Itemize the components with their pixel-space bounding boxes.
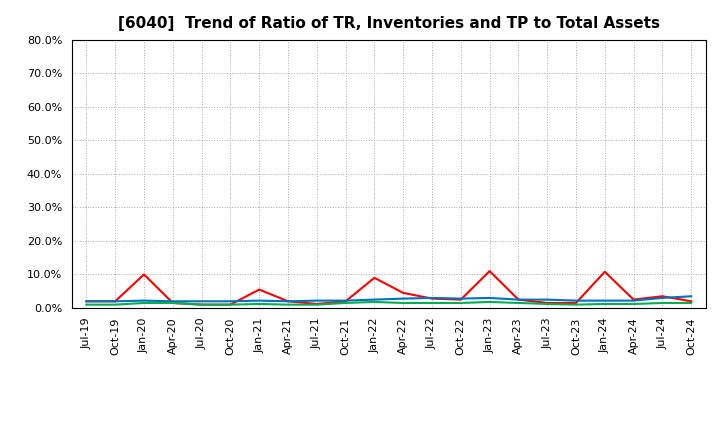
Inventories [82,299,91,304]
Trade Receivables [658,293,667,299]
Trade Receivables [140,272,148,277]
Line: Inventories: Inventories [86,296,691,301]
Trade Payables [543,301,552,307]
Trade Receivables [629,297,638,302]
Trade Payables [572,302,580,307]
Trade Payables [312,302,321,307]
Inventories [111,299,120,304]
Title: [6040]  Trend of Ratio of TR, Inventories and TP to Total Assets: [6040] Trend of Ratio of TR, Inventories… [118,16,660,32]
Inventories [485,295,494,301]
Trade Payables [197,302,206,307]
Trade Receivables [428,296,436,301]
Trade Receivables [197,302,206,307]
Inventories [312,298,321,303]
Trade Payables [629,301,638,307]
Trade Payables [111,302,120,307]
Inventories [687,293,696,299]
Line: Trade Payables: Trade Payables [86,302,691,304]
Inventories [168,299,177,304]
Inventories [370,297,379,302]
Trade Payables [456,301,465,306]
Trade Payables [485,299,494,304]
Inventories [428,295,436,301]
Trade Receivables [687,299,696,304]
Trade Receivables [226,302,235,307]
Trade Payables [658,301,667,306]
Inventories [284,299,292,304]
Trade Receivables [572,301,580,306]
Inventories [197,299,206,304]
Inventories [600,298,609,303]
Trade Payables [687,301,696,306]
Trade Receivables [111,299,120,304]
Inventories [341,298,350,303]
Inventories [140,298,148,303]
Trade Payables [255,301,264,307]
Trade Payables [600,301,609,307]
Trade Payables [168,301,177,306]
Trade Payables [514,301,523,306]
Trade Receivables [600,269,609,275]
Line: Trade Receivables: Trade Receivables [86,271,691,304]
Trade Receivables [370,275,379,280]
Inventories [456,296,465,301]
Trade Receivables [341,299,350,304]
Inventories [226,299,235,304]
Trade Receivables [399,290,408,296]
Trade Payables [428,301,436,306]
Trade Payables [399,301,408,306]
Inventories [658,295,667,301]
Trade Payables [370,299,379,304]
Inventories [399,296,408,301]
Trade Receivables [168,301,177,306]
Trade Payables [140,301,148,306]
Trade Payables [82,302,91,307]
Trade Receivables [284,299,292,304]
Trade Receivables [485,268,494,274]
Trade Receivables [312,301,321,307]
Inventories [572,298,580,303]
Trade Payables [226,302,235,307]
Inventories [514,297,523,302]
Inventories [629,298,638,303]
Trade Receivables [456,297,465,302]
Trade Payables [341,301,350,306]
Trade Receivables [255,287,264,292]
Trade Payables [284,302,292,307]
Trade Receivables [514,297,523,302]
Trade Receivables [543,301,552,306]
Legend: Trade Receivables, Inventories, Trade Payables: Trade Receivables, Inventories, Trade Pa… [164,435,613,440]
Inventories [543,297,552,302]
Trade Receivables [82,299,91,304]
Inventories [255,298,264,303]
